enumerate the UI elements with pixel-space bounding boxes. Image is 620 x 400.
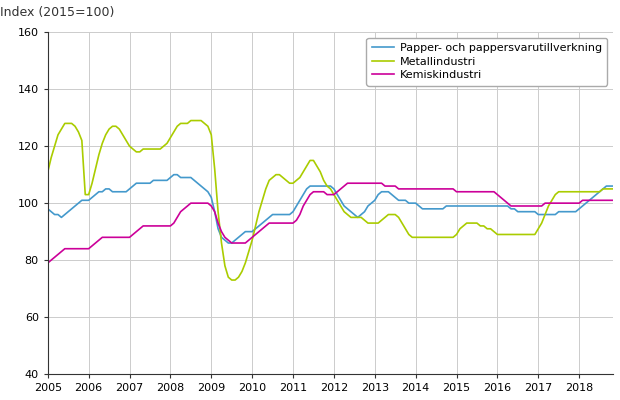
Papper- och pappersvarutillverkning [374,192,382,197]
Line: Kemiskindustri: Kemiskindustri [48,183,617,263]
Kemiskindustri [371,181,378,186]
Line: Papper- och pappersvarutillverkning: Papper- och pappersvarutillverkning [48,175,617,243]
Papper- och pappersvarutillverkning [146,181,154,186]
Metallindustri [211,166,218,171]
Kemiskindustri [208,204,215,208]
Legend: Papper- och pappersvarutillverkning, Metallindustri, Kemiskindustri: Papper- och pappersvarutillverkning, Met… [366,38,608,86]
Kemiskindustri [146,224,154,228]
Metallindustri [187,118,195,123]
Metallindustri [504,232,511,237]
Papper- och pappersvarutillverkning [613,184,620,188]
Papper- och pappersvarutillverkning [211,209,218,214]
Kemiskindustri [500,198,508,203]
Line: Metallindustri: Metallindustri [48,120,617,280]
Kemiskindustri [613,198,620,203]
Kemiskindustri [238,241,246,246]
Metallindustri [374,221,382,226]
Papper- och pappersvarutillverkning [504,204,511,208]
Metallindustri [245,249,252,254]
Text: Index (2015=100): Index (2015=100) [0,6,114,18]
Papper- och pappersvarutillverkning [170,172,177,177]
Papper- och pappersvarutillverkning [384,189,392,194]
Papper- och pappersvarutillverkning [245,229,252,234]
Kemiskindustri [44,260,51,265]
Metallindustri [228,278,236,282]
Kemiskindustri [381,184,389,188]
Papper- och pappersvarutillverkning [44,206,51,211]
Metallindustri [146,147,154,152]
Metallindustri [384,212,392,217]
Kemiskindustri [344,181,352,186]
Papper- och pappersvarutillverkning [224,241,232,246]
Metallindustri [613,186,620,191]
Metallindustri [44,170,51,174]
